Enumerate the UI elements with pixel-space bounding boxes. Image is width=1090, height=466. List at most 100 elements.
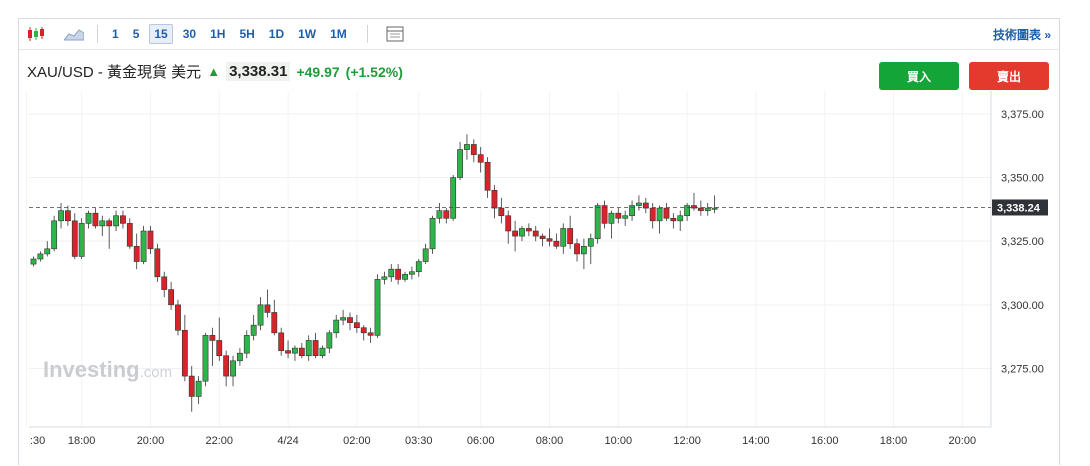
candle-up: [684, 205, 690, 217]
price-change-percent: (+1.52%): [345, 63, 403, 80]
x-tick-label: 08:00: [536, 435, 564, 447]
candle-up: [230, 360, 236, 377]
candle-up: [140, 230, 147, 262]
technical-chart-link[interactable]: 技術圖表 »: [992, 28, 1051, 42]
x-tick-label: 18:00: [68, 435, 96, 447]
candle-up: [677, 215, 684, 222]
candle-down: [642, 202, 649, 209]
candle-down: [532, 230, 539, 237]
candle-down: [546, 238, 553, 242]
candle-up: [292, 347, 298, 354]
candle-down: [168, 289, 174, 306]
watermark-logo: Investing.com: [43, 357, 172, 382]
candle-up: [429, 217, 436, 250]
area-chart-icon[interactable]: [61, 23, 87, 45]
candle-up: [195, 380, 202, 397]
candle-up: [202, 335, 209, 382]
candle-up: [629, 205, 635, 217]
timeframe-1m[interactable]: 1M: [330, 27, 347, 41]
candle-up: [402, 273, 408, 280]
candle-down: [181, 329, 188, 377]
current-price-tag: [992, 199, 1048, 216]
candle-down: [147, 230, 154, 250]
timeframe-5h[interactable]: 5H: [239, 27, 255, 41]
candle-up: [381, 276, 388, 280]
candle-up: [257, 304, 264, 326]
current-price-label: 3,338.24: [997, 202, 1041, 214]
timeframe-1[interactable]: 1: [112, 27, 119, 41]
x-tick-label: 12:00: [673, 435, 701, 447]
sell-button[interactable]: 賣出: [969, 62, 1049, 90]
candle-up: [636, 202, 642, 206]
toolbar-divider: [97, 25, 98, 43]
candle-down: [670, 217, 677, 222]
candle-up: [656, 207, 663, 222]
candle-down: [71, 220, 78, 257]
candle-up: [113, 215, 119, 227]
candle-up: [464, 144, 470, 150]
candle-down: [691, 205, 697, 209]
y-tick-label: 3,300.00: [1001, 300, 1044, 312]
candle-up: [587, 238, 594, 247]
candle-down: [92, 212, 99, 227]
candle-down: [553, 240, 560, 247]
candle-up: [99, 220, 106, 227]
candle-down: [347, 317, 353, 323]
candle-down: [477, 154, 484, 163]
candle-up: [450, 177, 457, 219]
up-arrow-icon: ▲: [207, 64, 221, 79]
candle-up: [622, 215, 629, 219]
candlestick-icon[interactable]: [23, 23, 49, 45]
candle-down: [443, 210, 450, 219]
x-tick-label: 10:00: [605, 435, 633, 447]
candle-up: [374, 279, 381, 336]
candle-down: [491, 189, 498, 209]
candle-up: [326, 332, 333, 349]
candle-down: [539, 235, 546, 239]
timeframe-1w[interactable]: 1W: [298, 27, 317, 41]
candle-up: [711, 207, 718, 210]
candle-up: [594, 205, 601, 239]
x-tick-label: 20:00: [137, 435, 165, 447]
y-tick-label: 3,325.00: [1001, 236, 1044, 248]
candle-down: [615, 212, 622, 219]
x-tick-label: 20:00: [949, 435, 977, 447]
chart-widget: 1 5 15 30 1H 5H 1D 1W 1M 技術圖表 » XAU/USD …: [18, 18, 1060, 465]
timeframe-5[interactable]: 5: [132, 27, 140, 41]
candlestick-chart[interactable]: Investing.com 3,375.00 3,350.00 3,325.00 3,3…: [19, 19, 1061, 466]
candle-up: [408, 271, 415, 275]
instrument-header: XAU/USD - 黃金現貨 美元 ▲ 3,338.31 +49.97 (+1.…: [27, 61, 403, 82]
x-tick-label: :30: [30, 435, 45, 447]
candle-up: [704, 207, 711, 211]
x-tick-label: 4/24: [277, 435, 298, 447]
instrument-title: XAU/USD - 黃金現貨 美元: [27, 64, 202, 81]
candle-down: [395, 268, 402, 280]
candle-up: [340, 317, 346, 321]
candle-down: [161, 276, 168, 290]
x-tick-label: 14:00: [742, 435, 770, 447]
candle-down: [264, 304, 271, 313]
candle-down: [298, 347, 305, 357]
y-tick-label: 3,275.00: [1001, 363, 1044, 375]
timeframe-1h[interactable]: 1H: [210, 27, 226, 41]
candle-down: [278, 332, 285, 351]
candle-up: [580, 245, 587, 255]
candle-down: [154, 248, 161, 278]
watermark-suffix: .com: [140, 364, 173, 381]
candle-up: [237, 352, 243, 362]
buy-button[interactable]: 買入: [879, 62, 959, 90]
y-tick-label: 3,350.00: [1001, 173, 1044, 185]
timeframe-1d[interactable]: 1D: [268, 27, 285, 41]
candle-up: [250, 324, 257, 336]
candle-up: [560, 228, 567, 247]
table-view-icon[interactable]: [382, 23, 408, 45]
candle-up: [78, 223, 85, 257]
candle-up: [319, 347, 326, 357]
timeframe-15[interactable]: 15: [149, 24, 173, 44]
candle-up: [388, 268, 395, 278]
candle-down: [470, 144, 477, 155]
candle-up: [85, 212, 92, 224]
candle-up: [51, 220, 58, 250]
timeframe-30[interactable]: 30: [182, 27, 197, 41]
candle-down: [505, 215, 512, 232]
